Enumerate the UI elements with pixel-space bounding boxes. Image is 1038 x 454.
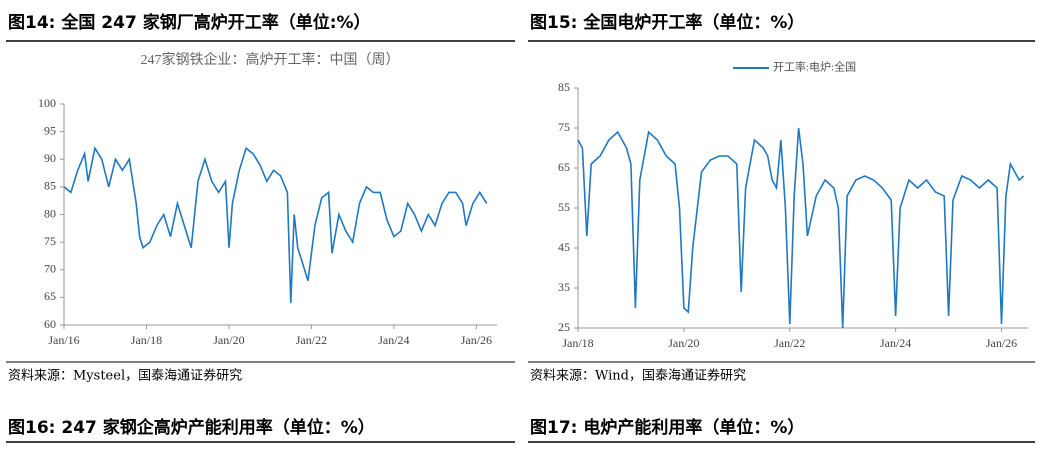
source: 资料来源：Mysteel，国泰海通证券研究 [8, 368, 242, 384]
figure-title: 图14: 全国 247 家钢厂高炉开工率（单位:%） [8, 12, 371, 33]
series-line [577, 127, 1025, 329]
y-tick-label: 35 [558, 280, 570, 294]
x-tick-label: Jan/20 [213, 333, 244, 347]
x-tick-label: Jan/22 [774, 336, 805, 350]
chart-subtitle: 247家钢铁企业：高炉开工率：中国（周） [141, 51, 400, 68]
y-tick-label: 80 [44, 206, 56, 220]
x-tick-label: Jan/18 [131, 333, 162, 347]
y-tick-label: 100 [38, 96, 56, 110]
y-tick-label: 90 [44, 151, 56, 165]
y-tick-label: 85 [558, 80, 570, 94]
y-tick-label: 45 [558, 240, 570, 254]
x-tick-label: Jan/22 [296, 333, 327, 347]
source: 资料来源：Wind，国泰海通证券研究 [530, 368, 746, 384]
y-tick-label: 60 [44, 317, 56, 331]
series-line [63, 146, 488, 303]
figure-title: 图16: 247 家钢企高炉产能利用率（单位：%） [8, 417, 375, 438]
y-tick-label: 70 [44, 262, 56, 276]
y-tick-label: 75 [558, 120, 570, 134]
x-tick-label: Jan/16 [48, 333, 79, 347]
x-tick-label: Jan/18 [562, 336, 593, 350]
x-tick-label: Jan/26 [461, 333, 492, 347]
x-tick-label: Jan/24 [378, 333, 409, 347]
figure-title: 图15: 全国电炉开工率（单位：%） [530, 12, 804, 33]
y-tick-label: 75 [44, 234, 56, 248]
y-tick-label: 65 [558, 160, 570, 174]
y-tick-label: 55 [558, 200, 570, 214]
y-tick-label: 65 [44, 289, 56, 303]
y-tick-label: 95 [44, 123, 56, 137]
legend-label: 开工率:电炉:全国 [773, 60, 856, 74]
y-tick-label: 25 [558, 320, 570, 334]
x-tick-label: Jan/26 [986, 336, 1017, 350]
figure-title: 图17: 电炉产能利用率（单位：%） [530, 417, 804, 438]
x-tick-label: Jan/20 [668, 336, 699, 350]
x-tick-label: Jan/24 [880, 336, 911, 350]
y-tick-label: 85 [44, 179, 56, 193]
